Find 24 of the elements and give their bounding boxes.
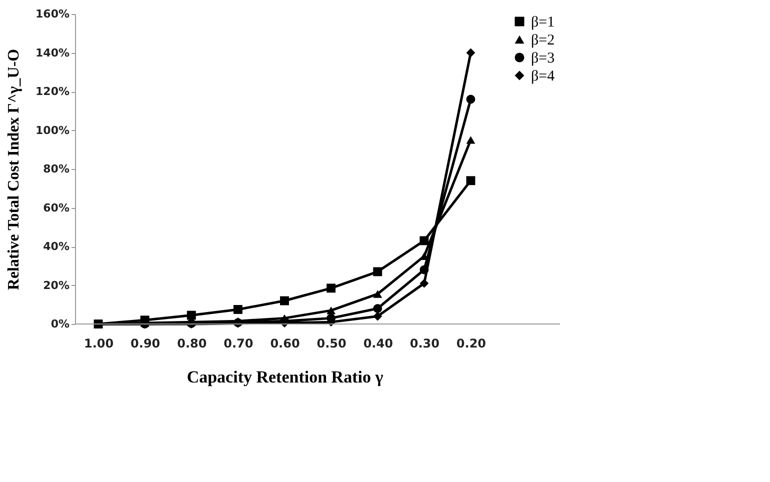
x-tick-label: 1.00 bbox=[84, 336, 114, 350]
y-tick-label: 0% bbox=[50, 318, 70, 330]
y-tick-label: 160% bbox=[36, 8, 70, 20]
x-tick-label: 0.20 bbox=[456, 336, 486, 350]
x-tick-label: 0.70 bbox=[224, 336, 254, 350]
y-tick-label: 20% bbox=[43, 278, 70, 292]
y-tick-label: 100% bbox=[36, 124, 70, 137]
y-tick-label: 80% bbox=[43, 162, 70, 176]
y-axis-title: Relative Total Cost Index Γ^γ_U-O bbox=[6, 48, 23, 290]
y-tick-label: 120% bbox=[36, 85, 70, 98]
y-tick-label: 60% bbox=[43, 201, 70, 214]
legend-label: β=2 bbox=[531, 32, 555, 48]
legend-label: β=1 bbox=[531, 14, 555, 30]
x-axis-title: Capacity Retention Ratio γ bbox=[186, 368, 384, 386]
y-tick-label: 140% bbox=[36, 46, 70, 60]
legend-label: β=4 bbox=[531, 68, 556, 84]
x-tick-label: 0.40 bbox=[363, 336, 393, 350]
legend-label: β=3 bbox=[531, 50, 555, 66]
x-tick-label: 0.50 bbox=[316, 336, 346, 350]
x-tick-label: 0.80 bbox=[177, 336, 207, 350]
x-tick-label: 0.60 bbox=[270, 336, 300, 350]
x-tick-label: 0.30 bbox=[410, 336, 440, 350]
x-tick-label: 0.90 bbox=[130, 336, 160, 350]
y-tick-label: 40% bbox=[43, 240, 70, 253]
